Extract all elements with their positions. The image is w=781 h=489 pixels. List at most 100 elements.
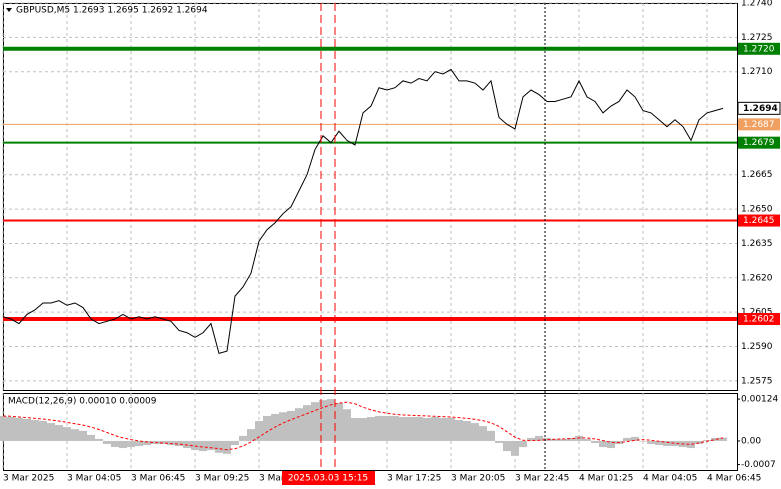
macd-bar (63, 427, 71, 441)
macd-bar (295, 408, 303, 441)
macd-bar (567, 437, 575, 441)
macd-bar (687, 440, 695, 449)
macd-bar (647, 440, 655, 444)
y-tick-label: 0.00124 (741, 395, 778, 405)
macd-bar (623, 437, 631, 441)
macd-bar (375, 415, 383, 441)
macd-bar (111, 440, 119, 448)
macd-bar (279, 412, 287, 441)
macd-bar (87, 434, 95, 441)
level-label: 1.2687 (743, 120, 775, 130)
x-tick-label: 3 Mar 20:05 (451, 474, 505, 484)
macd-bar (479, 426, 487, 441)
macd-bar (215, 440, 223, 453)
y-tick-label: 1.2605 (741, 308, 773, 318)
macd-bar (31, 420, 39, 441)
macd-bar (591, 440, 599, 443)
macd-bar (527, 437, 535, 441)
level-label-box (738, 313, 780, 326)
y-tick-label: -0.0007 (741, 460, 776, 470)
level-label: 1.2602 (743, 315, 775, 325)
level-label: 1.2679 (743, 138, 775, 148)
macd-bar (71, 429, 79, 441)
level-label-box (738, 214, 780, 227)
macd-bar (447, 417, 455, 441)
y-tick-label: 1.2650 (741, 205, 773, 215)
macd-bar (463, 421, 471, 441)
last-price-box (737, 101, 781, 115)
macd-bar (79, 430, 87, 441)
x-tick-label: 3 Mar 09:25 (195, 474, 249, 484)
signal-line (2, 401, 724, 451)
macd-bar (143, 440, 151, 446)
macd-bar (711, 437, 719, 441)
macd-bar (191, 440, 199, 451)
level-label-box (738, 42, 780, 55)
macd-bar (343, 409, 351, 441)
macd-bar (455, 420, 463, 441)
y-tick-label: 1.2575 (741, 376, 773, 386)
macd-bar (535, 435, 543, 441)
macd-bar (175, 440, 183, 447)
macd-bar (135, 440, 143, 447)
crosshair-time: 2025.03.03 15:15 (288, 474, 368, 484)
x-tick-label: 3 Mar 06:45 (131, 474, 185, 484)
macd-bar (599, 440, 607, 448)
macd-bar (231, 440, 239, 446)
macd-bar (47, 423, 55, 441)
level-label: 1.2720 (743, 44, 775, 54)
macd-bar (263, 415, 271, 441)
macd-bar (319, 400, 327, 441)
macd-title: MACD(12,26,9) 0.00010 0.00009 (8, 397, 157, 407)
macd-bar (631, 436, 639, 441)
y-tick-label: 0.00 (741, 436, 761, 446)
macd-bar (495, 440, 503, 443)
macd-bar (655, 440, 663, 446)
price-line (2, 68, 724, 354)
macd-bar (103, 440, 111, 444)
macd-bar (23, 419, 31, 441)
macd-bar (719, 437, 727, 441)
macd-bar (239, 435, 247, 441)
macd-bar (255, 421, 263, 441)
crosshair-time-box (282, 471, 375, 485)
macd-bar (287, 410, 295, 441)
level-label-box (738, 136, 780, 149)
macd-bar (95, 438, 103, 441)
last-price-label: 1.2694 (743, 104, 778, 114)
macd-bar (391, 415, 399, 441)
macd-bar (487, 430, 495, 441)
macd-bar (575, 435, 583, 441)
macd-bar (511, 440, 519, 456)
x-tick-label: 4 Mar 04:05 (643, 474, 697, 484)
y-tick-label: 1.2665 (741, 170, 773, 180)
macd-bar (119, 440, 127, 449)
y-tick-label: 1.2710 (741, 67, 773, 77)
macd-bar (183, 440, 191, 449)
macd-bar (223, 440, 231, 454)
macd-bar (207, 440, 215, 451)
macd-bar (407, 416, 415, 441)
macd-bar (383, 415, 391, 441)
level-label-box (738, 118, 780, 131)
x-tick-label: 3 Mar 2025 (3, 474, 54, 484)
macd-bar (663, 440, 671, 447)
macd-bar (15, 417, 23, 441)
y-tick-label: 1.2725 (741, 33, 773, 43)
macd-bar (671, 440, 679, 447)
macd-bar (519, 440, 527, 448)
macd-bar (303, 405, 311, 441)
macd-bar (439, 417, 447, 441)
x-tick-label: 3 Mar 04:05 (67, 474, 121, 484)
macd-bar (415, 416, 423, 441)
macd-bar (159, 440, 167, 444)
macd-bar (559, 438, 567, 441)
macd-bar (311, 402, 319, 441)
macd-bar (367, 416, 375, 441)
x-tick-label: 4 Mar 06:45 (707, 474, 761, 484)
macd-bar (351, 417, 359, 441)
macd-bar (247, 429, 255, 441)
